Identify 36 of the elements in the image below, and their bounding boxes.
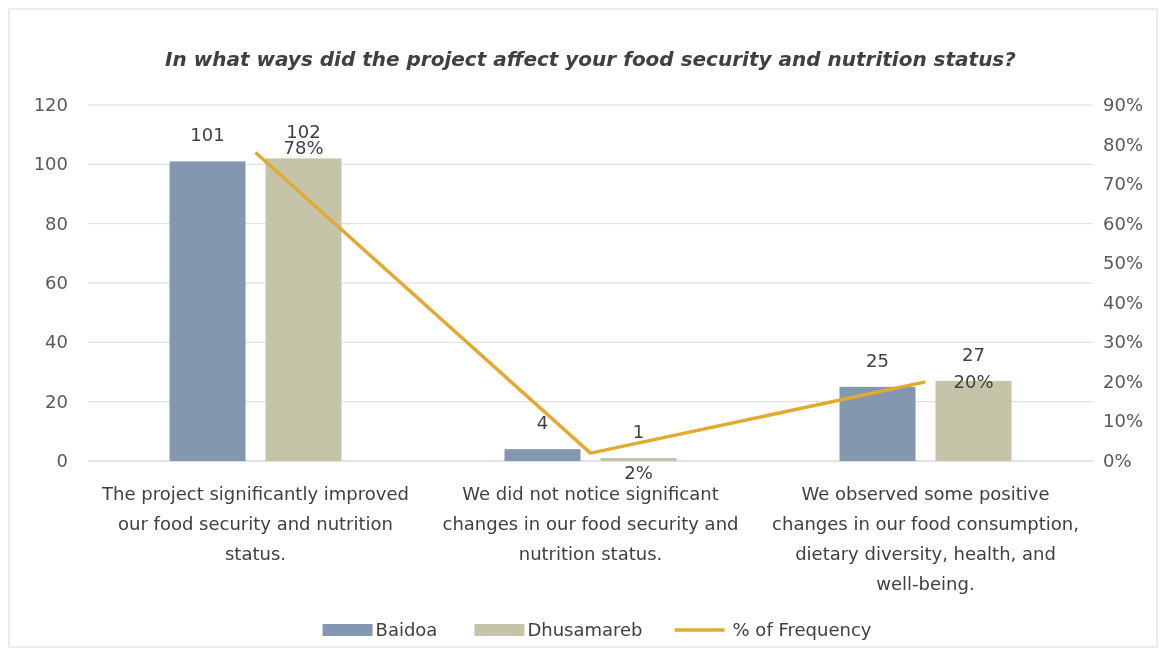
bar (504, 449, 581, 461)
y2-tick-label: 60% (1103, 212, 1144, 234)
y2-tick-label: 50% (1103, 252, 1144, 274)
data-label: 27 (962, 343, 985, 365)
data-label: 1 (632, 421, 645, 443)
legend-label: Baidoa (375, 619, 438, 640)
y2-tick-label: 10% (1103, 410, 1144, 432)
bar (839, 386, 916, 461)
x-tick-label: The project significantly improved our food security and nutrition status. (101, 483, 409, 564)
y2-tick-label: 70% (1103, 173, 1144, 195)
x-tick-label: We observed some positive changes in our food consumption, dietary diversity, health, and well-being. (772, 483, 1079, 594)
data-label: 4 (536, 412, 549, 434)
y2-tick-label: 90% (1103, 94, 1144, 115)
y-tick-label: 100 (33, 153, 68, 175)
y2-tick-label: 80% (1103, 133, 1144, 155)
y-tick-label: 80 (45, 212, 68, 234)
y2-tick-label: 0% (1103, 450, 1132, 471)
legend-label: Dhusamareb (527, 619, 643, 640)
y2-tick-label: 40% (1103, 291, 1144, 313)
bar (600, 458, 677, 461)
chart-title: In what ways did the project affect your food security and nutrition status? (165, 47, 1017, 71)
y2-tick-label: 30% (1103, 331, 1144, 353)
y-tick-label: 60 (45, 272, 68, 293)
y-tick-label: 0 (56, 450, 68, 471)
data-label: 2% (624, 462, 653, 484)
legend-label: % of Frequency (732, 619, 872, 640)
y-tick-label: 120 (33, 94, 68, 115)
y2-tick-label: 20% (1103, 370, 1144, 392)
x-tick-label: We did not notice significant changes in our food security and nutrition status. (442, 483, 739, 564)
bar (265, 158, 342, 461)
data-label: 25 (866, 349, 889, 371)
bar (169, 161, 246, 461)
data-label: 78% (283, 137, 324, 159)
y-tick-label: 20 (45, 390, 68, 412)
y-tick-label: 40 (45, 331, 68, 353)
data-label: 101 (190, 124, 225, 146)
